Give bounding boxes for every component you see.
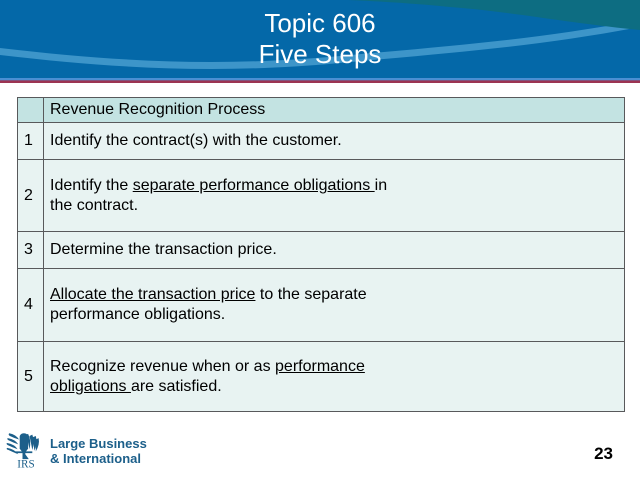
- svg-text:IRS: IRS: [17, 459, 34, 471]
